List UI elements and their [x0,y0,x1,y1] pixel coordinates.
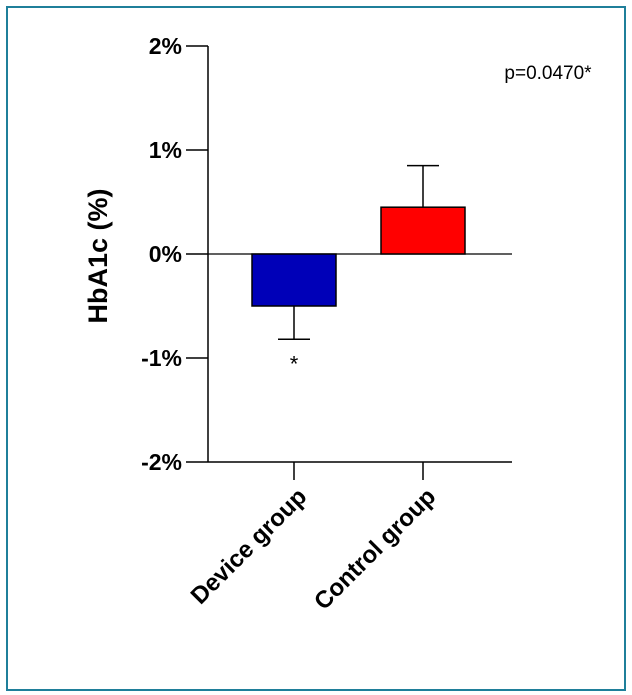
category-label: Control group [309,483,441,615]
bar [380,206,466,255]
y-tick-label: 0% [149,241,182,267]
axes-layer [186,45,512,480]
bar [251,253,337,307]
figure-frame [6,6,626,691]
category-label: Device group [186,483,313,610]
y-tick-label: -2% [141,449,182,475]
bars-layer [251,164,466,341]
y-tick-label: 1% [149,137,182,163]
significance-mark: * [290,351,299,376]
y-axis-title: HbA1c (%) [83,188,113,323]
y-tick-label: -1% [141,345,182,371]
p-value-annotation: p=0.0470* [504,63,592,84]
y-tick-label: 2% [149,33,182,59]
